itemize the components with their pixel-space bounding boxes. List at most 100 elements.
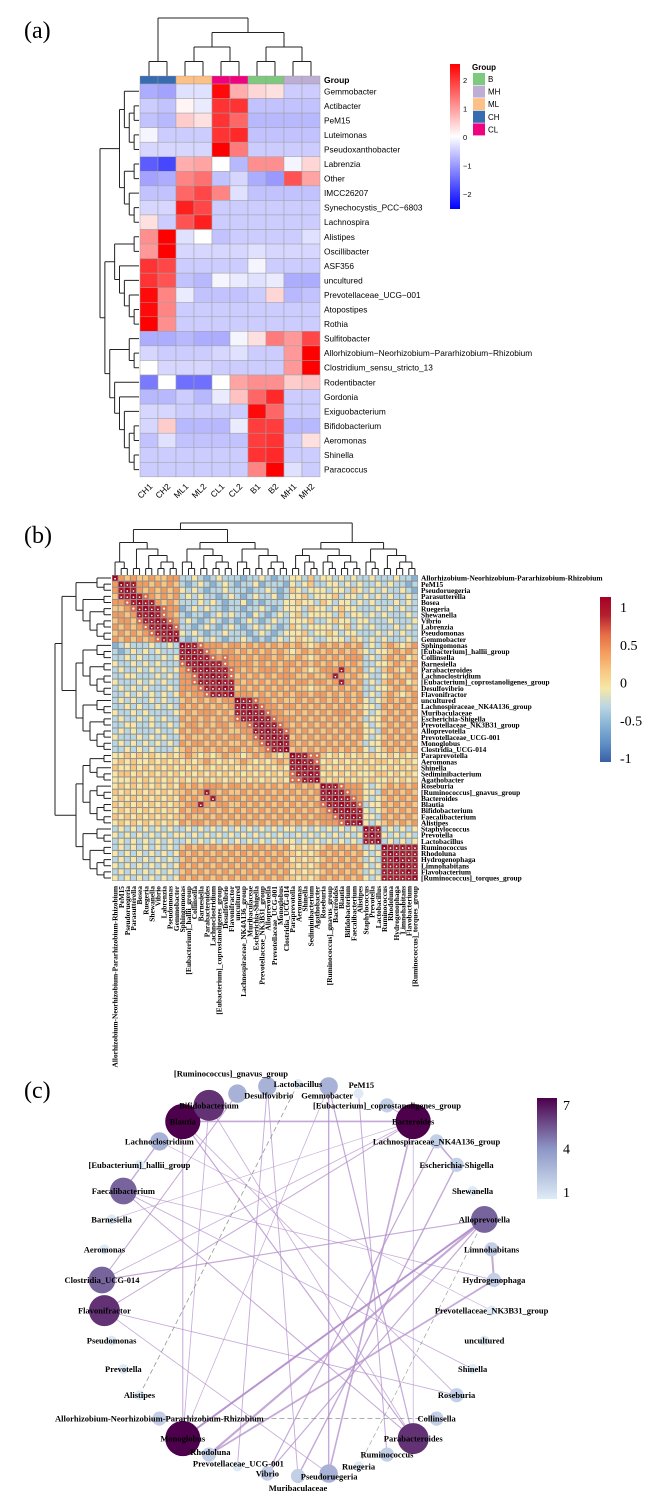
colorbar-tick-label: 4 [563,1143,570,1158]
network-node[interactable] [397,1423,429,1455]
correlation-cell [234,850,241,857]
network-node[interactable] [290,1468,306,1484]
network-node[interactable] [106,1214,117,1225]
correlation-cell [277,801,283,808]
correlation-cell [136,832,143,838]
correlation-cell [112,599,118,606]
network-node[interactable] [232,1461,243,1472]
correlation-cell [118,844,124,850]
correlation-cell [375,673,381,679]
network-node[interactable] [486,1305,497,1316]
network-node[interactable] [258,1077,277,1096]
correlation-cell [302,606,308,612]
significance-asterisk [169,632,172,635]
network-node[interactable] [319,1464,338,1483]
correlation-cell [326,685,332,691]
correlation-cell [173,844,179,850]
correlation-cell [198,844,204,850]
correlation-cell [357,857,363,863]
correlation-cell [167,704,173,710]
correlation-cell [308,783,314,789]
correlation-cell [204,734,210,740]
correlation-cell [198,789,204,795]
network-node[interactable] [353,1088,364,1099]
network-node[interactable] [484,1242,499,1257]
correlation-cell [375,820,381,826]
correlation-cell [130,820,136,826]
correlation-cell [265,667,271,673]
correlation-cell [326,869,332,875]
correlation-cell [161,599,167,606]
network-node[interactable] [293,1079,303,1089]
network-node[interactable] [449,1388,464,1403]
network-node[interactable] [228,1084,247,1103]
network-node[interactable] [395,1103,431,1140]
correlation-cell [179,587,185,593]
correlation-cell [381,673,387,679]
heatmap-cell [175,112,195,128]
network-node[interactable] [134,1390,145,1401]
significance-asterisk [242,718,245,721]
correlation-cell [308,599,314,606]
network-node[interactable] [379,1447,395,1462]
column-label: Rhodoluna [386,886,395,921]
correlation-cell [112,636,118,642]
correlation-cell [143,630,149,636]
network-node[interactable] [486,1272,502,1288]
network-node[interactable] [201,1447,217,1462]
correlation-cell [198,697,204,704]
correlation-cell [173,795,179,801]
correlation-cell [112,789,118,795]
positive-edge [182,1086,329,1439]
correlation-cell [241,826,247,832]
network-node[interactable] [88,1266,116,1294]
correlation-cell [308,612,314,618]
correlation-cell [400,593,406,599]
correlation-cell [198,593,204,599]
heatmap-cell [265,272,285,288]
correlation-cell [394,624,400,630]
row-label: Gemmobacter [324,86,377,96]
node-label: Alistipes [124,1390,156,1400]
network-node[interactable] [152,1411,167,1426]
correlation-cell [277,575,283,581]
correlation-cell [271,795,277,801]
correlation-cell [326,581,332,587]
network-node[interactable] [99,1244,110,1255]
network-node[interactable] [353,1461,364,1472]
row-label: IMCC26207 [324,188,369,198]
significance-asterisk [132,590,135,592]
correlation-cell [387,746,394,752]
correlation-cell [124,612,130,618]
correlation-cell [283,838,289,844]
correlation-cell [130,624,136,630]
correlation-cell [136,636,143,642]
network-node[interactable] [165,1420,201,1457]
network-node[interactable] [109,1177,137,1205]
network-node[interactable] [106,1335,117,1346]
network-node[interactable] [449,1157,464,1172]
network-node[interactable] [429,1134,444,1149]
network-node[interactable] [429,1411,444,1426]
network-node[interactable] [88,1295,120,1327]
correlation-cell [381,691,387,697]
network-node[interactable] [471,1206,498,1233]
network-node[interactable] [134,1159,145,1170]
network-node[interactable] [319,1077,338,1096]
network-node[interactable] [118,1363,129,1374]
correlation-cell [198,777,204,783]
correlation-cell [130,716,136,722]
network-node[interactable] [260,1466,275,1481]
network-node[interactable] [467,1363,478,1374]
correlation-cell [277,783,283,789]
network-node[interactable] [150,1132,169,1151]
network-node[interactable] [479,1335,490,1346]
network-node[interactable] [193,1089,225,1121]
network-node[interactable] [379,1098,395,1113]
network-node[interactable] [165,1103,201,1140]
network-node[interactable] [467,1186,478,1197]
correlation-cell [210,704,216,710]
correlation-cell [112,814,118,820]
correlation-cell [400,704,406,710]
correlation-cell [210,728,216,734]
